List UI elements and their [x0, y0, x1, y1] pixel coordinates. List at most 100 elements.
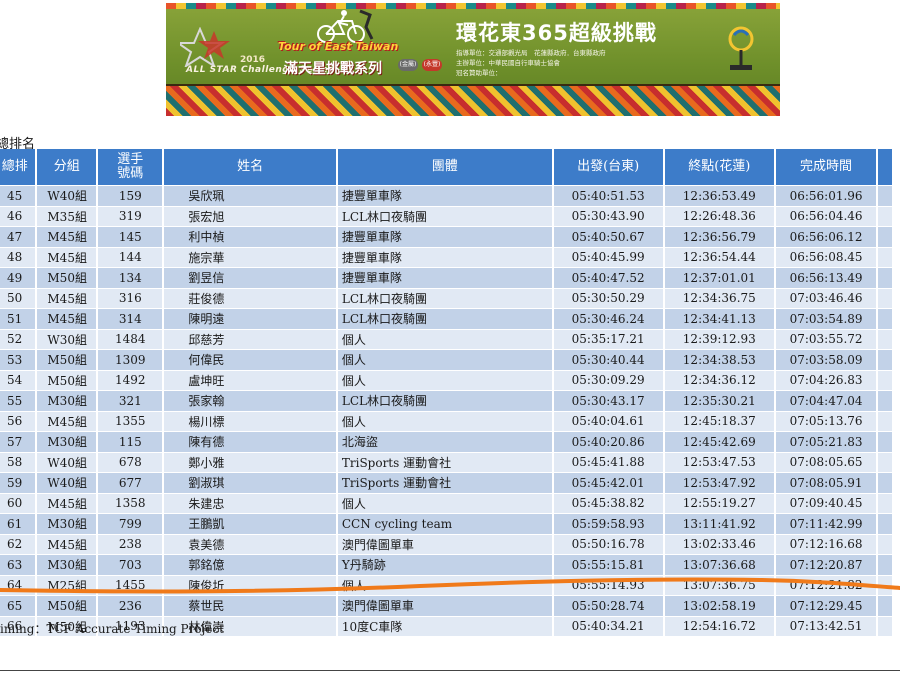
- cell-group: M45組: [36, 533, 99, 555]
- table-row: 65 M50組 236 蔡世民 澳門偉圖單車 05:50:28.74 13:02:58.19…: [0, 595, 894, 616]
- cell-group: M45組: [36, 308, 99, 329]
- cell-group: M25組: [36, 574, 99, 596]
- cell-finish-time: 12:53:47.53: [663, 451, 776, 473]
- series-chip-a: (金屬): [398, 59, 418, 71]
- table-row: 59 W40組 677 劉淑琪 TriSports 運動會社 05:45:42.01 12:…: [0, 472, 894, 493]
- cell-finish-time: 12:34:41.13: [663, 308, 776, 329]
- cell-team: LCL林口夜騎團: [336, 308, 554, 329]
- cell-total-time: 07:11:42.99: [774, 513, 879, 534]
- cell-rank: 56: [0, 410, 38, 432]
- cell-extra: [877, 513, 894, 534]
- table-header-row: 總排 分組 選手號碼 姓名 團體 出發(台東) 終點(花蓮) 完成時間: [0, 149, 894, 186]
- cell-rank: 64: [0, 574, 38, 596]
- header-group: 分組: [36, 149, 99, 186]
- sponsor-line: 冠名贊助單位：: [456, 69, 502, 77]
- cell-extra: [877, 451, 894, 473]
- cell-group: M35組: [36, 205, 99, 227]
- table-row: 56 M45組 1355 楊川標 個人 05:40:04.61 12:45:18.37 07:…: [0, 410, 894, 432]
- cell-rank: 66: [0, 615, 38, 636]
- cell-total-time: 07:12:20.87: [774, 554, 879, 575]
- header-finish: 終點(花蓮): [663, 149, 776, 186]
- cell-team: 10度C車隊: [336, 615, 554, 636]
- table-row: 47 M45組 145 利中楨 捷豐單車隊 05:40:50.67 12:36:56.79 0…: [0, 226, 894, 247]
- cell-rank: 65: [0, 595, 38, 616]
- cell-team: 澳門偉圖單車: [336, 533, 554, 555]
- cell-rank: 47: [0, 226, 38, 247]
- cell-total-time: 07:03:46.46: [774, 287, 879, 309]
- cell-finish-time: 12:45:42.69: [663, 431, 776, 452]
- cell-start-time: 05:30:40.44: [552, 349, 665, 370]
- cell-name: 袁美德: [163, 533, 338, 555]
- cell-start-time: 05:45:42.01: [552, 472, 665, 493]
- table-row: 50 M45組 316 莊俊德 LCL林口夜騎團 05:30:50.29 12:34:36.…: [0, 287, 894, 309]
- cell-total-time: 07:08:05.65: [774, 451, 879, 473]
- cell-bib: 1355: [97, 410, 165, 432]
- cell-extra: [877, 554, 894, 575]
- cell-start-time: 05:55:15.81: [552, 554, 665, 575]
- cell-start-time: 05:30:43.90: [552, 205, 665, 227]
- cell-total-time: 07:12:21.82: [774, 574, 879, 596]
- table-row: 53 M50組 1309 何偉民 個人 05:30:40.44 12:34:38.53 07:…: [0, 349, 894, 370]
- cell-team: TriSports 運動會社: [336, 472, 554, 493]
- cell-finish-time: 12:39:12.93: [663, 328, 776, 350]
- cell-team: LCL林口夜騎團: [336, 287, 554, 309]
- cell-finish-time: 13:07:36.75: [663, 574, 776, 596]
- cell-total-time: 07:13:42.51: [774, 615, 879, 636]
- cell-bib: 159: [97, 185, 165, 206]
- cell-total-time: 07:12:29.45: [774, 595, 879, 616]
- cell-group: M30組: [36, 554, 99, 575]
- cell-group: W40組: [36, 185, 99, 206]
- cell-team: LCL林口夜騎團: [336, 390, 554, 411]
- cell-bib: 799: [97, 513, 165, 534]
- cell-name: 利中楨: [163, 226, 338, 247]
- table-row: 60 M45組 1358 朱建忠 個人 05:45:38.82 12:55:19.27 07:…: [0, 492, 894, 514]
- cell-name: 吳欣珮: [163, 185, 338, 206]
- cell-rank: 54: [0, 369, 38, 391]
- cell-finish-time: 12:34:38.53: [663, 349, 776, 370]
- cell-team: 北海盜: [336, 431, 554, 452]
- cell-finish-time: 12:26:48.36: [663, 205, 776, 227]
- cell-name: 陳明遠: [163, 308, 338, 329]
- cell-extra: [877, 472, 894, 493]
- cell-extra: [877, 431, 894, 452]
- cell-name: 林偉崇: [163, 615, 338, 636]
- cell-group: M30組: [36, 431, 99, 452]
- cell-bib: 238: [97, 533, 165, 555]
- cell-start-time: 05:50:16.78: [552, 533, 665, 555]
- cell-rank: 61: [0, 513, 38, 534]
- cell-start-time: 05:45:41.88: [552, 451, 665, 473]
- cell-extra: [877, 574, 894, 596]
- cell-rank: 45: [0, 185, 38, 206]
- event-title: 環花東365超級挑戰: [456, 21, 657, 45]
- results-body: 45 W40組 159 吳欣珮 捷豐單車隊 05:40:51.53 12:36:53.49 0…: [0, 185, 894, 636]
- cell-team: 澳門偉圖單車: [336, 595, 554, 616]
- cell-total-time: 07:08:05.91: [774, 472, 879, 493]
- cell-name: 張家翰: [163, 390, 338, 411]
- organizer-line: 指導單位：交通部觀光局 花蓮縣政府．台東縣政府: [456, 49, 606, 57]
- cell-start-time: 05:40:47.52: [552, 267, 665, 288]
- cell-total-time: 06:56:01.96: [774, 185, 879, 206]
- cell-total-time: 06:56:08.45: [774, 246, 879, 268]
- cell-finish-time: 13:02:33.46: [663, 533, 776, 555]
- bottom-divider: [0, 670, 900, 671]
- cell-rank: 51: [0, 308, 38, 329]
- cell-finish-time: 12:36:56.79: [663, 226, 776, 247]
- cell-bib: 236: [97, 595, 165, 616]
- host-line: 主辦單位：中華民國自行車騎士協會: [456, 59, 560, 67]
- table-row: 48 M45組 144 施宗華 捷豐單車隊 05:40:45.99 12:36:54.44 0…: [0, 246, 894, 268]
- cell-extra: [877, 410, 894, 432]
- cell-name: 楊川標: [163, 410, 338, 432]
- cell-start-time: 05:45:38.82: [552, 492, 665, 514]
- cell-group: W40組: [36, 472, 99, 493]
- table-row: 49 M50組 134 劉昱信 捷豐單車隊 05:40:47.52 12:37:01.01 0…: [0, 267, 894, 288]
- cell-finish-time: 12:37:01.01: [663, 267, 776, 288]
- cell-team: 個人: [336, 410, 554, 432]
- cell-rank: 58: [0, 451, 38, 473]
- table-row: 54 M50組 1492 盧坤旺 個人 05:30:09.29 12:34:36.12 07:…: [0, 369, 894, 391]
- header-team: 團體: [336, 149, 554, 186]
- header-total-time: 完成時間: [774, 149, 879, 186]
- cell-total-time: 07:03:55.72: [774, 328, 879, 350]
- cell-bib: 703: [97, 554, 165, 575]
- cell-total-time: 07:03:58.09: [774, 349, 879, 370]
- cell-group: W30組: [36, 328, 99, 350]
